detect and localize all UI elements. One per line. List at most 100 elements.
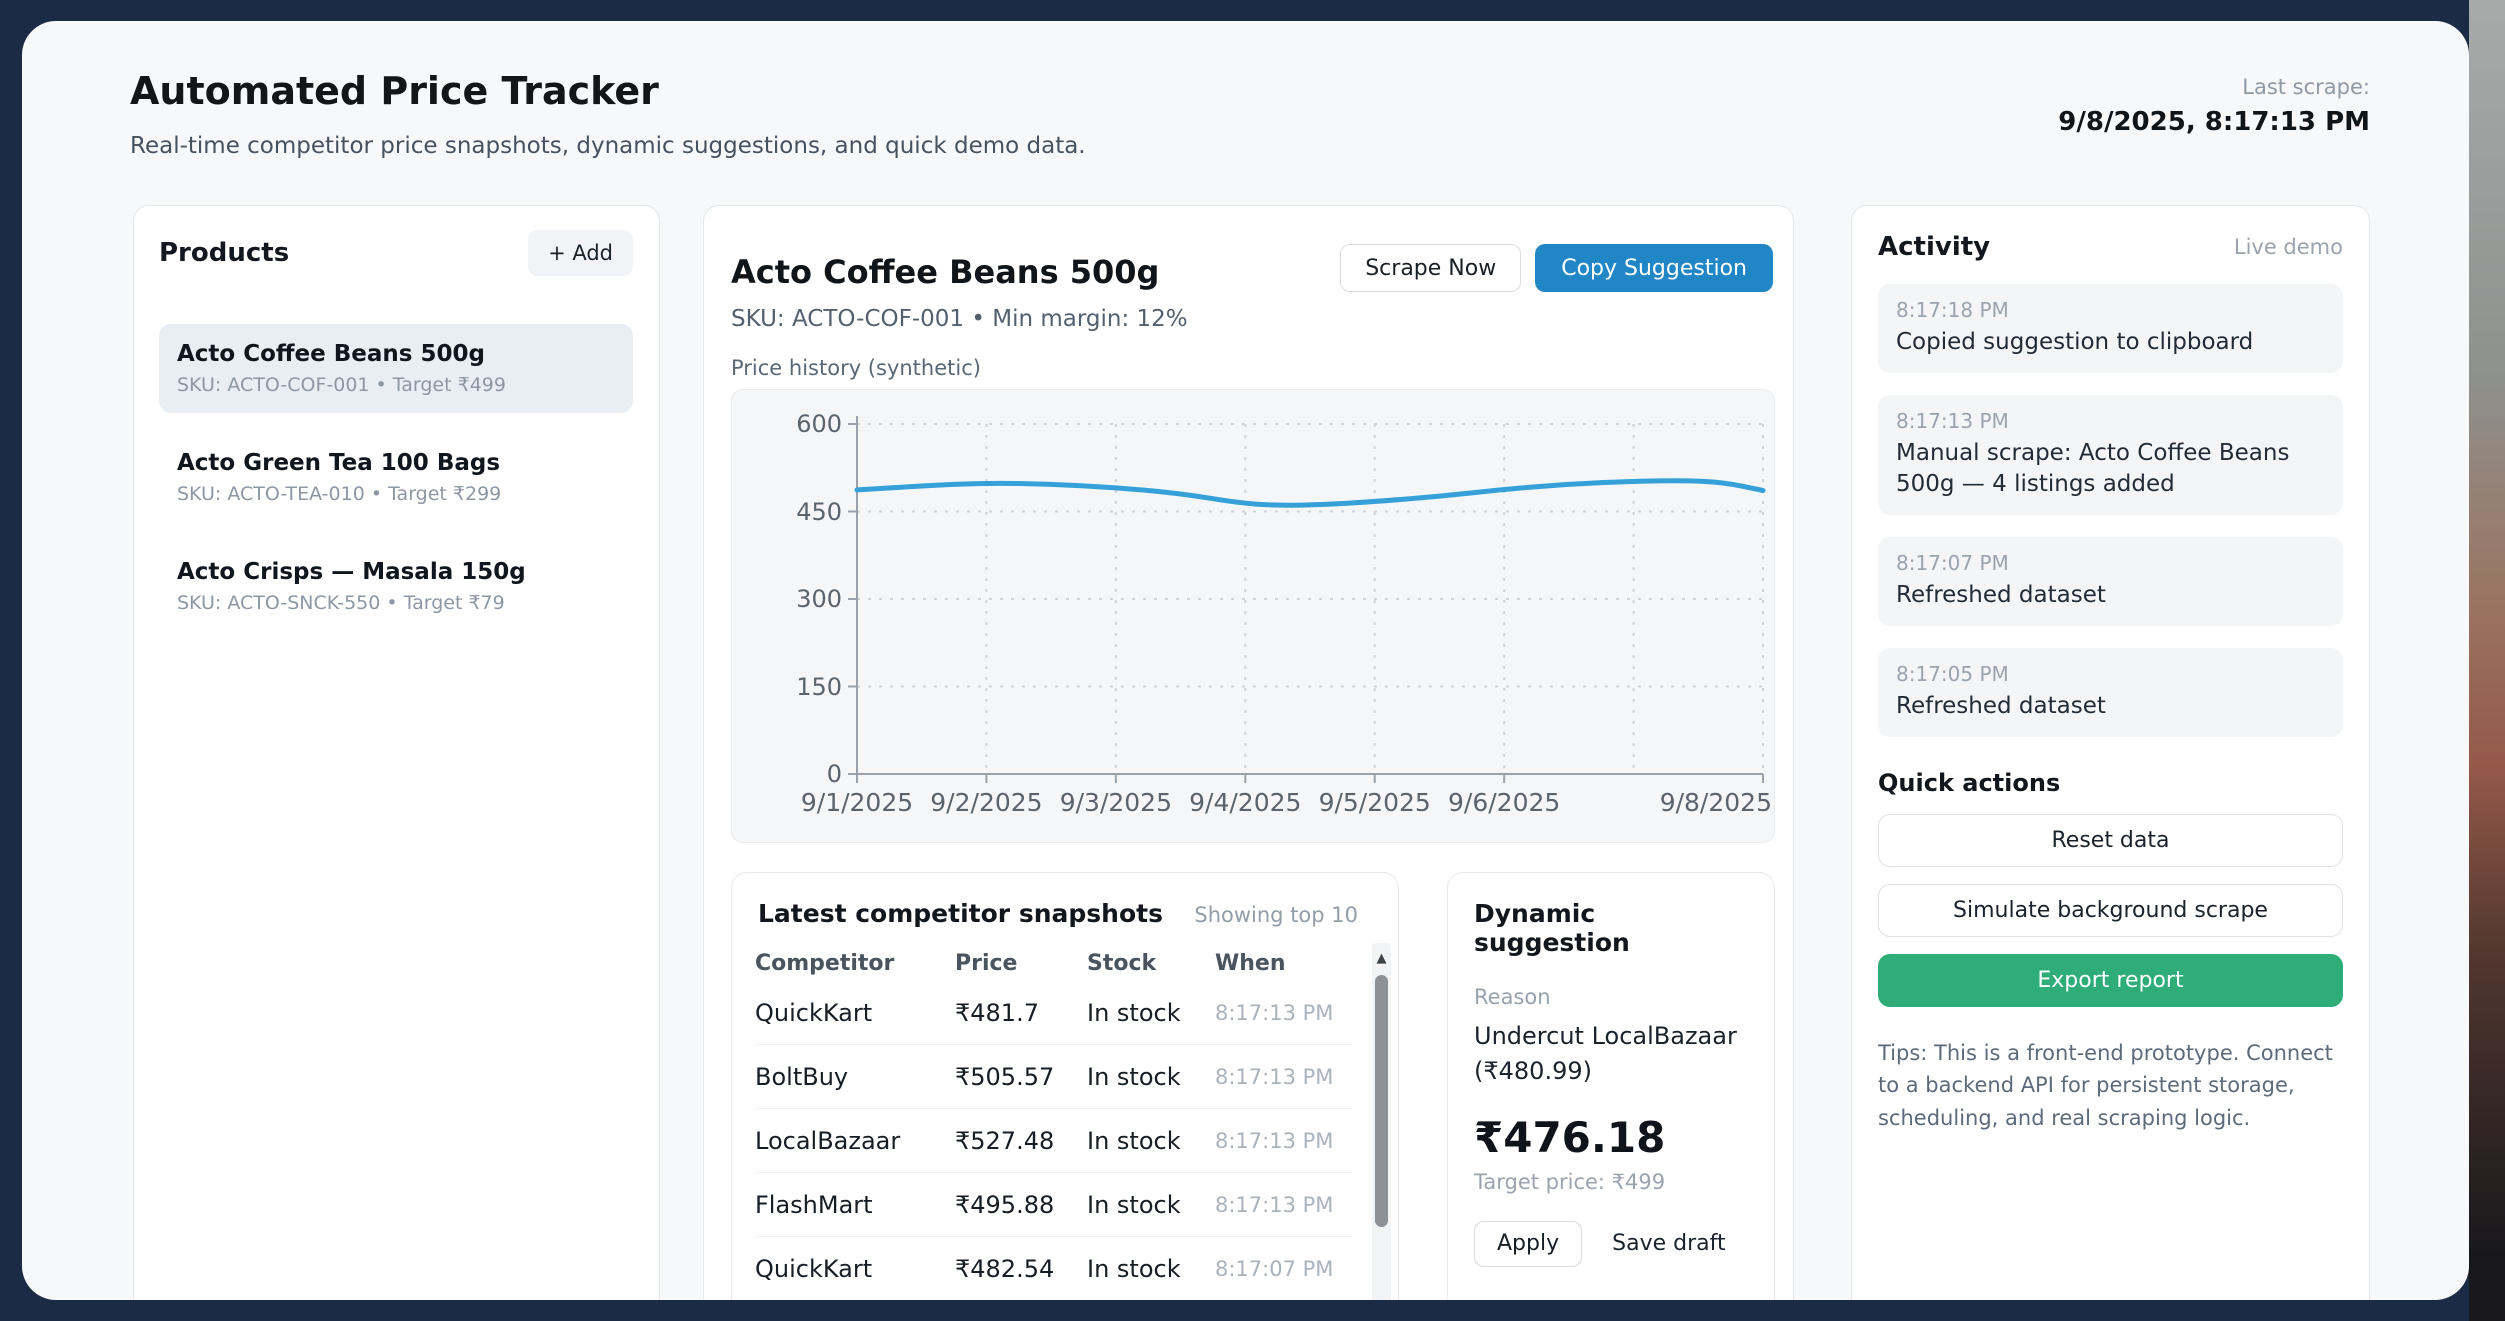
detail-actions: Scrape Now Copy Suggestion	[1340, 244, 1773, 292]
live-demo-badge: Live demo	[2233, 235, 2343, 259]
cell-when: 8:17:13 PM	[1215, 1192, 1334, 1217]
product-detail-panel: Acto Coffee Beans 500g SKU: ACTO-COF-001…	[703, 205, 1794, 1300]
snapshots-note: Showing top 10	[1194, 903, 1358, 927]
y-tick-label: 300	[796, 585, 842, 613]
last-scrape-label: Last scrape:	[2242, 75, 2370, 99]
last-scrape-block: Last scrape: 9/8/2025, 8:17:13 PM	[2058, 75, 2370, 137]
table-row: BoltBuy ₹505.57 In stock 8:17:13 PM	[755, 1045, 1352, 1109]
activity-item: 8:17:05 PM Refreshed dataset	[1878, 647, 2343, 737]
col-competitor: Competitor	[755, 950, 895, 976]
save-draft-button[interactable]: Save draft	[1612, 1220, 1725, 1268]
activity-list: 8:17:18 PM Copied suggestion to clipboar…	[1878, 284, 2343, 737]
suggested-price: ₹476.18	[1474, 1112, 1666, 1162]
app-window: Automated Price Tracker Real-time compet…	[22, 21, 2469, 1300]
y-tick-label: 150	[796, 672, 842, 701]
x-tick-label: 9/8/2025	[1659, 788, 1772, 817]
activity-time: 8:17:18 PM	[1896, 298, 2009, 322]
activity-item: 8:17:13 PM Manual scrape: Acto Coffee Be…	[1878, 394, 2343, 516]
x-tick-label: 9/5/2025	[1318, 788, 1431, 817]
detail-title: Acto Coffee Beans 500g	[731, 253, 1160, 291]
table-row: QuickKart ₹482.54 In stock 8:17:07 PM	[755, 1237, 1352, 1300]
snapshots-title: Latest competitor snapshots	[758, 899, 1163, 928]
table-header-row: Competitor Price Stock When	[755, 945, 1352, 981]
activity-panel: Activity Live demo 8:17:18 PM Copied sug…	[1851, 205, 2370, 1300]
cell-competitor: QuickKart	[755, 998, 873, 1027]
x-tick-label: 9/4/2025	[1189, 788, 1302, 817]
reset-data-button[interactable]: Reset data	[1878, 813, 2343, 867]
target-price: Target price: ₹499	[1474, 1169, 1666, 1194]
page-title: Automated Price Tracker	[130, 69, 659, 113]
chart-label: Price history (synthetic)	[731, 356, 981, 380]
reason-label: Reason	[1474, 985, 1551, 1009]
y-tick-label: 600	[796, 410, 842, 438]
products-panel: Products + Add Acto Coffee Beans 500g SK…	[133, 205, 660, 1300]
activity-item: 8:17:18 PM Copied suggestion to clipboar…	[1878, 284, 2343, 373]
product-item[interactable]: Acto Crisps — Masala 150g SKU: ACTO-SNCK…	[159, 542, 633, 631]
page-subtitle: Real-time competitor price snapshots, dy…	[130, 133, 1086, 159]
product-item[interactable]: Acto Green Tea 100 Bags SKU: ACTO-TEA-01…	[159, 433, 633, 522]
activity-time: 8:17:05 PM	[1896, 661, 2009, 686]
cell-competitor: BoltBuy	[755, 1062, 849, 1091]
cell-when: 8:17:13 PM	[1215, 1064, 1334, 1089]
activity-time: 8:17:13 PM	[1896, 408, 2009, 433]
cell-price: ₹505.57	[955, 1062, 1055, 1091]
cell-competitor: QuickKart	[755, 1254, 873, 1283]
copy-suggestion-button[interactable]: Copy Suggestion	[1535, 244, 1773, 292]
x-tick-label: 9/6/2025	[1448, 788, 1561, 817]
table-body: QuickKart ₹481.7 In stock 8:17:13 PM Bol…	[755, 981, 1352, 1300]
x-tick-label: 9/3/2025	[1059, 788, 1172, 817]
table-row: FlashMart ₹495.88 In stock 8:17:13 PM	[755, 1173, 1352, 1237]
scrape-now-button[interactable]: Scrape Now	[1340, 244, 1522, 292]
col-stock: Stock	[1087, 950, 1157, 976]
y-tick-label: 450	[796, 497, 842, 526]
reason-text: Undercut LocalBazaar (₹480.99)	[1474, 1022, 1737, 1085]
tips-text: Tips: This is a front-end prototype. Con…	[1878, 1040, 2333, 1130]
product-meta: SKU: ACTO-COF-001 • Target ₹499	[177, 374, 506, 396]
snapshots-panel: Latest competitor snapshots Showing top …	[731, 872, 1399, 1300]
activity-item: 8:17:07 PM Refreshed dataset	[1878, 537, 2343, 626]
detail-meta: SKU: ACTO-COF-001 • Min margin: 12%	[731, 306, 1188, 332]
cell-competitor: LocalBazaar	[755, 1126, 901, 1155]
product-list: Acto Coffee Beans 500g SKU: ACTO-COF-001…	[159, 324, 633, 651]
product-name: Acto Green Tea 100 Bags	[177, 450, 501, 476]
product-name: Acto Crisps — Masala 150g	[177, 559, 526, 585]
cell-price: ₹482.54	[955, 1254, 1055, 1283]
activity-time: 8:17:07 PM	[1896, 551, 2009, 576]
add-product-button[interactable]: + Add	[528, 230, 633, 276]
table-row: LocalBazaar ₹527.48 In stock 8:17:13 PM	[755, 1109, 1352, 1173]
col-price: Price	[955, 950, 1018, 976]
product-item[interactable]: Acto Coffee Beans 500g SKU: ACTO-COF-001…	[159, 324, 633, 413]
x-tick-label: 9/2/2025	[930, 788, 1043, 817]
suggestion-title: Dynamic suggestion	[1474, 899, 1630, 957]
apply-button[interactable]: Apply	[1474, 1220, 1583, 1267]
export-report-button[interactable]: Export report	[1878, 953, 2343, 1007]
cell-price: ₹495.88	[955, 1190, 1055, 1219]
cell-stock: In stock	[1087, 1062, 1181, 1091]
y-tick-label: 0	[826, 760, 842, 788]
col-when: When	[1215, 950, 1286, 976]
last-scrape-value: 9/8/2025, 8:17:13 PM	[2058, 107, 2370, 137]
cell-stock: In stock	[1087, 1190, 1181, 1219]
suggestion-actions: Apply Save draft	[1474, 1220, 1748, 1268]
cell-competitor: FlashMart	[755, 1190, 873, 1219]
wallpaper-strip	[2469, 0, 2505, 1321]
cell-when: 8:17:07 PM	[1215, 1256, 1334, 1281]
chart-canvas	[848, 416, 1766, 783]
simulate-scrape-button[interactable]: Simulate background scrape	[1878, 883, 2343, 937]
price-history-chart: 0 150 300 450 600 9/1/2025 9/2/2025 9/3/2025 9/4…	[731, 389, 1775, 843]
scroll-up-icon[interactable]: ▲	[1376, 950, 1387, 966]
snapshots-header: Latest competitor snapshots Showing top …	[758, 899, 1358, 928]
cell-stock: In stock	[1087, 1254, 1181, 1283]
table-scrollbar[interactable]: ▲	[1372, 943, 1391, 1300]
suggestion-panel: Dynamic suggestion Reason Undercut Local…	[1447, 872, 1775, 1300]
product-name: Acto Coffee Beans 500g	[177, 341, 485, 367]
quick-actions-title: Quick actions	[1878, 768, 2061, 797]
cell-when: 8:17:13 PM	[1215, 1128, 1334, 1153]
cell-when: 8:17:13 PM	[1215, 1000, 1334, 1025]
cell-price: ₹527.48	[955, 1126, 1055, 1155]
cell-stock: In stock	[1087, 1126, 1181, 1155]
scrollbar-thumb[interactable]	[1375, 975, 1388, 1227]
activity-text: Refreshed dataset	[1896, 692, 2106, 719]
activity-title: Activity	[1878, 232, 1991, 262]
